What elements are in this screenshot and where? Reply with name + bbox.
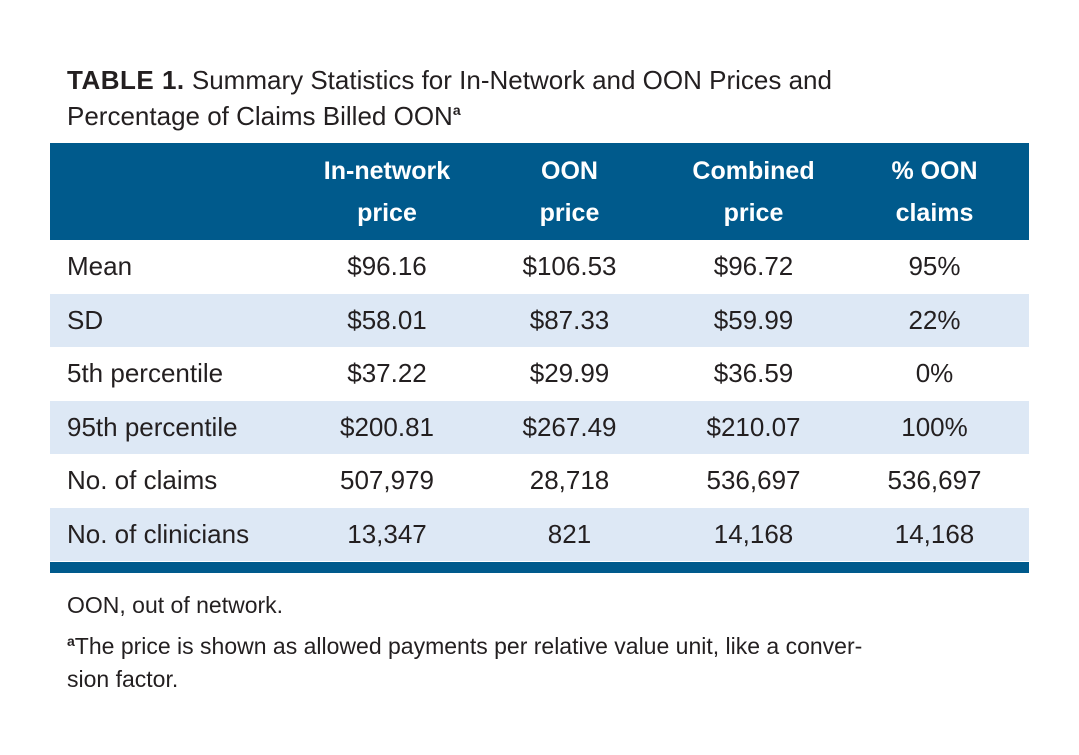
cell-percent-oon: 0% — [915, 358, 954, 389]
cell-in-network-price: 507,979 — [340, 465, 434, 496]
cell-percent-oon: 14,168 — [894, 518, 975, 549]
cell-oon-price: $267.49 — [522, 411, 617, 442]
cell-in-network-price: $37.22 — [347, 358, 427, 389]
cell-in-network-price: $96.16 — [347, 251, 427, 282]
cell-combined-price: 14,168 — [713, 518, 794, 549]
footnote-marker: a — [67, 633, 75, 649]
header-row: In-network price OON price Combined pric… — [50, 143, 1029, 240]
row-label: 95th percentile — [67, 411, 238, 442]
table-row: No. of clinicians 13,347 821 14,168 14,1… — [50, 507, 1029, 561]
table-caption: TABLE 1. Summary Statistics for In-Netwo… — [67, 62, 1027, 134]
cell-oon-price: $106.53 — [522, 251, 617, 282]
table-number: TABLE 1. — [67, 65, 185, 95]
table-row: 95th percentile $200.81 $267.49 $210.07 … — [50, 400, 1029, 454]
cell-in-network-price: $200.81 — [340, 411, 434, 442]
footnote-text-line1: The price is shown as allowed payments p… — [74, 633, 863, 659]
header-blank — [50, 143, 302, 240]
cell-oon-price: 28,718 — [529, 465, 610, 496]
row-label: 5th percentile — [67, 358, 224, 389]
cell-combined-price: 536,697 — [706, 465, 801, 496]
cell-percent-oon: 100% — [901, 411, 968, 442]
table-bottom-rule — [50, 562, 1029, 573]
cell-in-network-price: 13,347 — [347, 518, 427, 549]
row-label: SD — [67, 304, 104, 335]
footnote-text-line2: sion factor. — [67, 666, 179, 692]
cell-oon-price: 821 — [547, 518, 592, 549]
abbreviation-note: OON, out of network. — [67, 592, 284, 618]
cell-combined-price: $210.07 — [706, 411, 801, 442]
header-in-network-price: In-network price — [323, 156, 451, 227]
cell-percent-oon: 22% — [908, 304, 961, 335]
table-title-line1: Summary Statistics for In-Network and OO… — [191, 65, 832, 95]
cell-oon-price: $87.33 — [529, 304, 610, 335]
table-row: SD $58.01 $87.33 $59.99 22% — [50, 293, 1029, 347]
footnote-marker: a — [452, 102, 461, 118]
cell-combined-price: $96.72 — [713, 251, 794, 282]
row-label: No. of claims — [67, 465, 218, 496]
cell-combined-price: $36.59 — [713, 358, 794, 389]
summary-statistics-table: In-network price OON price Combined pric… — [50, 143, 1029, 561]
table-row: Mean $96.16 $106.53 $96.72 95% — [50, 240, 1029, 294]
table-row: 5th percentile $37.22 $29.99 $36.59 0% — [50, 347, 1029, 401]
header-oon-price: OON price — [539, 156, 600, 227]
header-percent-oon-claims: % OON claims — [891, 156, 978, 227]
cell-in-network-price: $58.01 — [347, 304, 427, 335]
row-label: Mean — [67, 251, 133, 282]
row-label: No. of clinicians — [67, 518, 250, 549]
header-combined-price: Combined price — [692, 156, 815, 227]
cell-oon-price: $29.99 — [529, 358, 610, 389]
table-row: No. of claims 507,979 28,718 536,697 536… — [50, 454, 1029, 508]
cell-combined-price: $59.99 — [713, 304, 794, 335]
table-title-line2: Percentage of Claims Billed OON — [67, 101, 453, 131]
cell-percent-oon: 536,697 — [887, 465, 982, 496]
cell-percent-oon: 95% — [908, 251, 961, 282]
footnote: aThe price is shown as allowed payments … — [67, 630, 1027, 696]
